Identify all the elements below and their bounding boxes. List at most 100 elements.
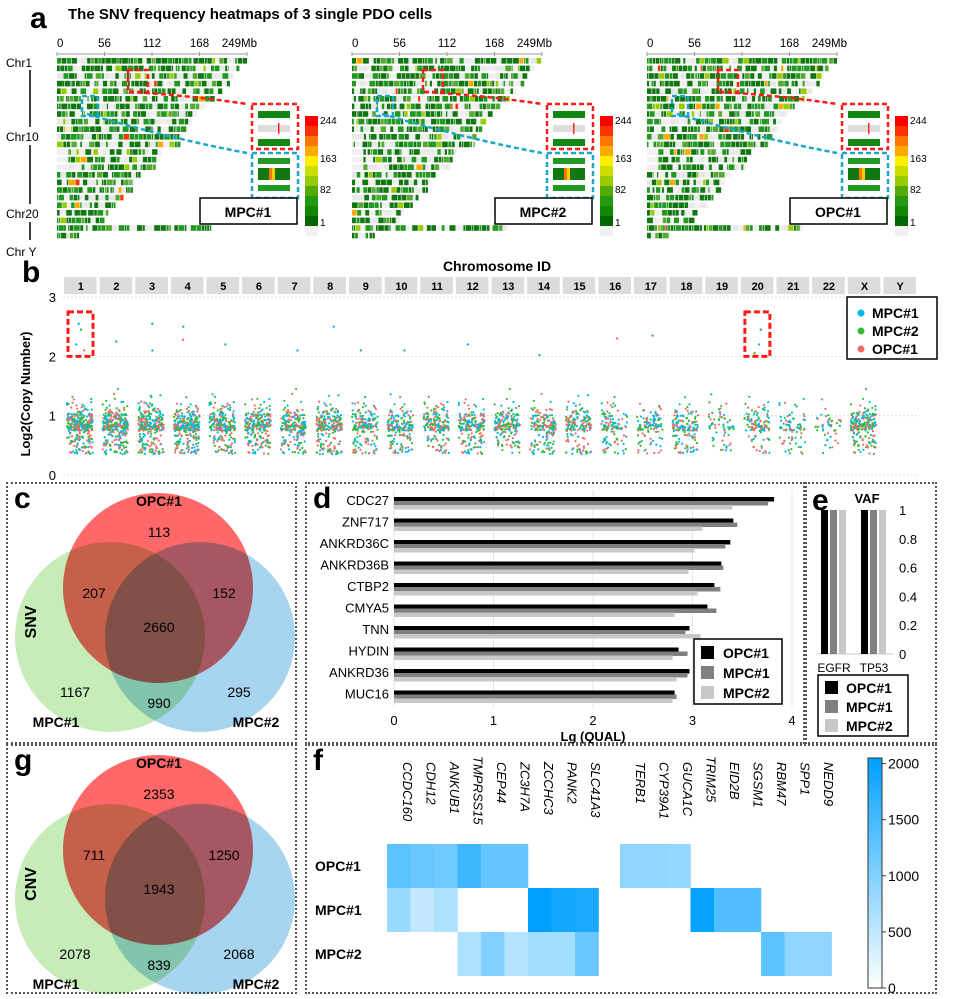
snv-bin <box>675 156 680 163</box>
snv-bin <box>65 126 71 132</box>
data-point-mpc1 <box>69 431 72 434</box>
data-point-mpc1 <box>228 438 231 441</box>
snv-bin <box>647 73 649 79</box>
snv-bin <box>821 58 828 64</box>
data-point-opc1 <box>75 404 78 407</box>
snv-bin <box>511 65 513 72</box>
snv-bin <box>181 58 183 64</box>
snv-bin <box>718 134 722 140</box>
snv-bin <box>204 73 207 79</box>
snv-bin <box>400 187 402 193</box>
data-point-mpc1 <box>119 451 122 454</box>
inset-track <box>553 185 585 191</box>
data-point-mpc1 <box>474 442 477 445</box>
data-point-mpc1 <box>196 445 199 448</box>
snv-bin <box>441 225 445 231</box>
snv-bin <box>425 187 428 193</box>
snv-bin <box>446 88 451 94</box>
snv-bin <box>137 164 140 170</box>
data-point-opc1 <box>318 440 321 443</box>
data-point-mpc2 <box>338 440 342 443</box>
data-point-mpc1 <box>84 427 87 431</box>
snv-bin <box>57 88 61 94</box>
snv-bin <box>404 164 408 170</box>
data-point-mpc1 <box>282 439 286 442</box>
snv-bin <box>115 65 121 72</box>
snv-bin <box>787 65 790 72</box>
snv-bin <box>169 141 175 148</box>
data-point-opc1 <box>213 401 217 404</box>
data-point-mpc2 <box>318 453 321 456</box>
snv-bin <box>436 141 442 148</box>
data-point-opc1 <box>470 435 473 439</box>
data-point-opc1 <box>146 440 150 443</box>
data-point-mpc1 <box>149 435 152 438</box>
data-point-mpc1 <box>208 421 211 424</box>
snv-bin <box>421 179 426 186</box>
snv-bin <box>652 187 655 193</box>
data-point-mpc1 <box>183 451 186 454</box>
data-point-mpc2 <box>187 445 190 449</box>
snv-bin <box>368 141 372 148</box>
colorbar-swatch <box>600 226 613 236</box>
data-point-opc1 <box>469 438 472 441</box>
data-point-mpc2 <box>137 451 140 454</box>
snv-bin <box>775 225 780 231</box>
snv-bin <box>63 126 65 132</box>
data-point-opc1 <box>335 407 338 411</box>
snv-bin <box>178 96 180 102</box>
snv-bin <box>492 96 495 102</box>
snv-bin <box>456 88 462 94</box>
data-point-mpc2 <box>230 451 233 454</box>
snv-bin <box>142 149 145 155</box>
data-point-mpc1 <box>437 417 440 420</box>
snv-bin <box>778 88 782 94</box>
snv-bin <box>428 141 435 148</box>
snv-bin <box>76 149 79 155</box>
snv-bin <box>481 73 487 79</box>
snv-bin <box>481 80 487 87</box>
data-point-mpc2 <box>220 448 223 451</box>
data-point-mpc2 <box>387 419 390 422</box>
snv-bin <box>725 96 732 102</box>
data-point-mpc2 <box>508 425 511 428</box>
data-point-mpc1 <box>302 420 305 424</box>
colorbar-swatch <box>305 186 318 196</box>
snv-bin <box>765 96 768 102</box>
snv-bin <box>700 187 706 193</box>
snv-bin <box>776 88 779 94</box>
snv-bin <box>152 164 156 170</box>
snv-bin <box>719 126 724 132</box>
data-point-mpc1 <box>229 406 232 409</box>
snv-bin <box>463 141 470 148</box>
data-point-mpc2 <box>103 436 106 439</box>
snv-bin <box>700 88 705 94</box>
snv-bin <box>92 225 98 231</box>
snv-bin <box>170 103 175 110</box>
snv-bin <box>411 156 417 163</box>
snv-bin <box>669 149 674 155</box>
snv-bin <box>103 103 107 110</box>
snv-bin <box>353 225 355 231</box>
snv-bin <box>412 58 418 64</box>
snv-bin <box>735 141 740 148</box>
snv-bin <box>689 156 693 163</box>
snv-bin <box>751 126 755 132</box>
snv-bin <box>495 88 498 94</box>
snv-bin <box>453 134 457 140</box>
data-point-mpc1 <box>370 443 373 446</box>
snv-bin <box>378 217 384 224</box>
data-point-mpc2 <box>187 422 190 425</box>
snv-bin <box>413 141 417 148</box>
data-point-mpc2 <box>505 397 508 401</box>
snv-bin <box>682 141 688 148</box>
snv-bin <box>490 58 497 64</box>
snv-bin <box>402 111 405 117</box>
sample-label-box <box>789 197 888 225</box>
data-point-mpc2 <box>482 427 485 430</box>
data-point-mpc1 <box>441 451 444 455</box>
data-point-mpc1 <box>87 445 90 449</box>
data-point-mpc1 <box>137 402 140 405</box>
snv-bin <box>495 80 499 87</box>
data-point-mpc2 <box>409 420 412 424</box>
